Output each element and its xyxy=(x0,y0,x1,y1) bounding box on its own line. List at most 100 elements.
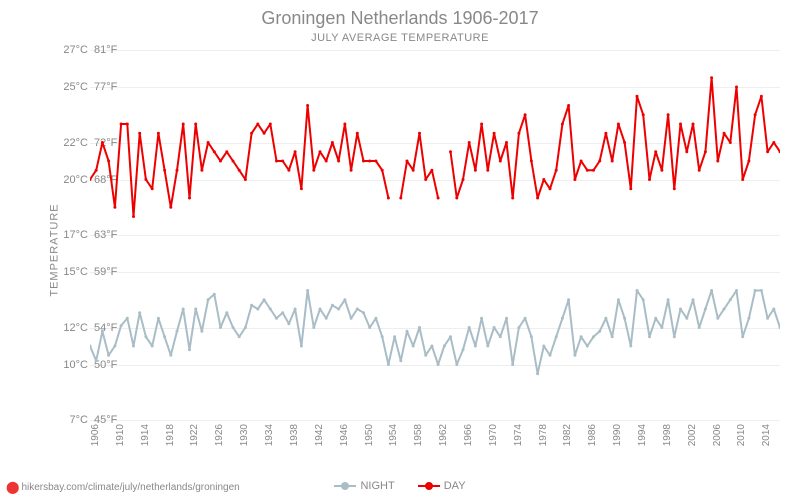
series-marker xyxy=(629,345,632,348)
series-marker xyxy=(169,206,172,209)
series-marker xyxy=(157,132,160,135)
series-marker xyxy=(138,132,141,135)
series-marker xyxy=(219,326,222,329)
series-marker xyxy=(126,123,129,126)
series-marker xyxy=(573,354,576,357)
legend-item-night: NIGHT xyxy=(334,480,394,492)
x-tick: 1998 xyxy=(662,424,673,446)
series-marker xyxy=(312,326,315,329)
series-marker xyxy=(281,160,284,163)
series-marker xyxy=(200,330,203,333)
series-marker xyxy=(337,160,340,163)
series-marker xyxy=(760,95,763,98)
series-marker xyxy=(182,123,185,126)
series-marker xyxy=(536,197,539,200)
chart-container: Groningen Netherlands 1906-2017 JULY AVE… xyxy=(0,0,800,500)
series-marker xyxy=(530,335,533,338)
series-marker xyxy=(207,141,210,144)
series-marker xyxy=(294,150,297,153)
series-marker xyxy=(132,215,135,218)
series-marker xyxy=(144,178,147,181)
series-marker xyxy=(374,317,377,320)
series-marker xyxy=(673,187,676,190)
series-marker xyxy=(263,298,266,301)
series-marker xyxy=(449,150,452,153)
series-marker xyxy=(350,317,353,320)
x-tick: 2006 xyxy=(712,424,723,446)
series-marker xyxy=(225,311,228,314)
x-tick: 1986 xyxy=(587,424,598,446)
attribution-text: hikersbay.com/climate/july/netherlands/g… xyxy=(21,482,239,493)
series-marker xyxy=(275,160,278,163)
series-marker xyxy=(437,197,440,200)
x-tick: 1970 xyxy=(488,424,499,446)
series-marker xyxy=(517,132,520,135)
series-marker xyxy=(617,298,620,301)
series-marker xyxy=(151,187,154,190)
x-tick: 1914 xyxy=(140,424,151,446)
series-marker xyxy=(511,197,514,200)
series-marker xyxy=(163,335,166,338)
series-marker xyxy=(462,178,465,181)
series-marker xyxy=(754,289,757,292)
series-marker xyxy=(176,330,179,333)
series-marker xyxy=(629,187,632,190)
series-marker xyxy=(194,123,197,126)
series-line xyxy=(451,78,781,198)
series-marker xyxy=(592,335,595,338)
series-marker xyxy=(424,178,427,181)
series-marker xyxy=(455,197,458,200)
series-marker xyxy=(418,132,421,135)
pin-icon: ⬤ xyxy=(6,480,19,494)
series-marker xyxy=(567,104,570,107)
x-tick: 1934 xyxy=(264,424,275,446)
series-marker xyxy=(337,308,340,311)
series-marker xyxy=(692,123,695,126)
series-marker xyxy=(194,308,197,311)
series-marker xyxy=(443,345,446,348)
series-marker xyxy=(698,326,701,329)
series-marker xyxy=(306,289,309,292)
series-marker xyxy=(437,363,440,366)
series-marker xyxy=(399,197,402,200)
series-marker xyxy=(412,345,415,348)
series-marker xyxy=(430,345,433,348)
series-marker xyxy=(350,169,353,172)
series-marker xyxy=(468,141,471,144)
series-marker xyxy=(381,169,384,172)
y-tick-c: 12°C xyxy=(63,322,88,334)
series-marker xyxy=(207,298,210,301)
series-marker xyxy=(325,317,328,320)
series-marker xyxy=(698,169,701,172)
series-marker xyxy=(555,169,558,172)
series-marker xyxy=(660,326,663,329)
series-marker xyxy=(294,308,297,311)
series-marker xyxy=(598,330,601,333)
series-marker xyxy=(306,104,309,107)
chart-title: Groningen Netherlands 1906-2017 xyxy=(0,8,800,29)
series-marker xyxy=(120,123,123,126)
series-marker xyxy=(636,95,639,98)
series-marker xyxy=(704,150,707,153)
series-marker xyxy=(772,308,775,311)
series-marker xyxy=(238,335,241,338)
series-marker xyxy=(331,304,334,307)
series-marker xyxy=(729,298,732,301)
series-marker xyxy=(381,335,384,338)
series-marker xyxy=(176,169,179,172)
series-marker xyxy=(511,363,514,366)
series-marker xyxy=(250,132,253,135)
series-marker xyxy=(692,298,695,301)
series-marker xyxy=(772,141,775,144)
series-marker xyxy=(486,169,489,172)
x-tick: 1910 xyxy=(115,424,126,446)
series-marker xyxy=(319,150,322,153)
series-marker xyxy=(113,206,116,209)
series-marker xyxy=(524,317,527,320)
x-tick: 1930 xyxy=(239,424,250,446)
x-tick: 1966 xyxy=(463,424,474,446)
series-marker xyxy=(673,335,676,338)
series-marker xyxy=(499,335,502,338)
series-marker xyxy=(654,317,657,320)
series-marker xyxy=(573,178,576,181)
